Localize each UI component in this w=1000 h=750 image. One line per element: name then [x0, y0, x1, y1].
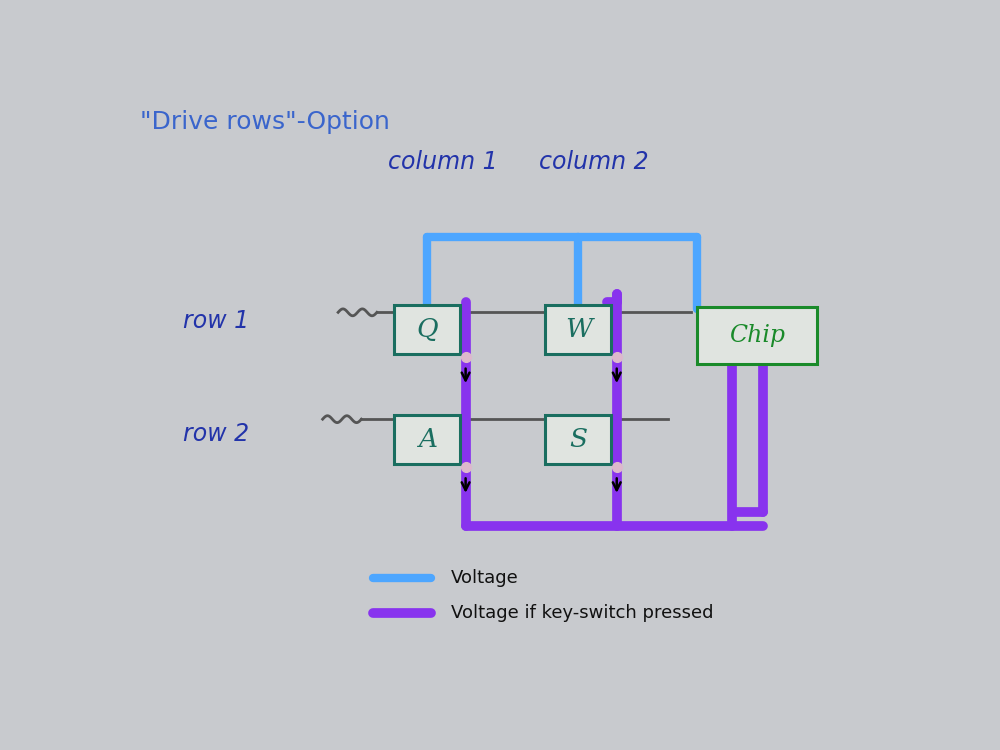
FancyBboxPatch shape — [545, 305, 611, 354]
Text: A: A — [418, 427, 437, 452]
FancyBboxPatch shape — [697, 307, 817, 364]
Text: Voltage if key-switch pressed: Voltage if key-switch pressed — [451, 604, 713, 622]
Text: column 1: column 1 — [388, 150, 498, 174]
Text: W: W — [565, 317, 592, 342]
Text: S: S — [569, 427, 587, 452]
Text: Voltage: Voltage — [451, 569, 518, 587]
Text: column 2: column 2 — [539, 150, 649, 174]
Text: row 1: row 1 — [183, 309, 249, 333]
Text: Q: Q — [416, 317, 438, 342]
FancyBboxPatch shape — [394, 415, 460, 464]
FancyBboxPatch shape — [545, 415, 611, 464]
FancyBboxPatch shape — [394, 305, 460, 354]
Text: row 2: row 2 — [183, 422, 249, 446]
Text: Chip: Chip — [729, 324, 785, 347]
Text: "Drive rows"-Option: "Drive rows"-Option — [140, 110, 390, 134]
